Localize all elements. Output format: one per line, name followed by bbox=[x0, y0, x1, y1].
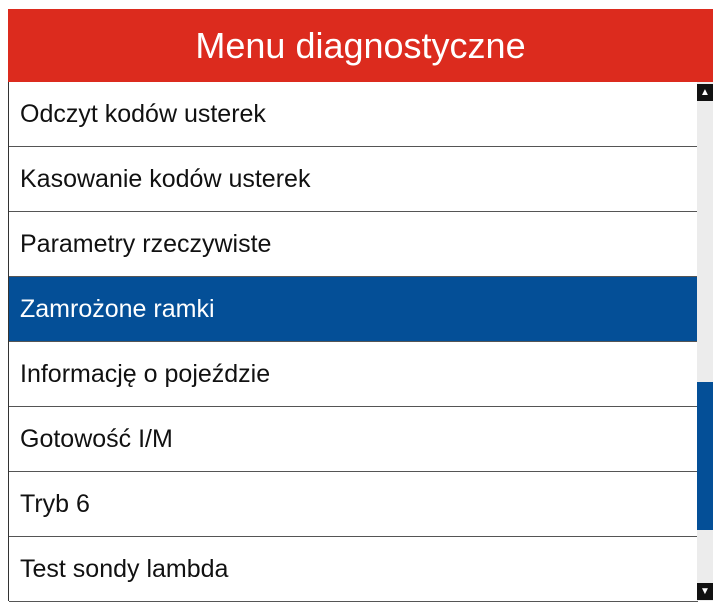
menu-item-clear-codes[interactable]: Kasowanie kodów usterek bbox=[9, 147, 698, 212]
menu-item-mode-6[interactable]: Tryb 6 bbox=[9, 472, 698, 537]
menu-item-read-codes[interactable]: Odczyt kodów usterek bbox=[9, 82, 698, 147]
menu-item-freeze-frame[interactable]: Zamrożone ramki bbox=[9, 277, 698, 342]
menu-item-vehicle-info[interactable]: Informację o pojeździe bbox=[9, 342, 698, 407]
scroll-up-icon[interactable]: ▲ bbox=[697, 84, 713, 101]
menu-list: Odczyt kodów usterek Kasowanie kodów ust… bbox=[8, 82, 698, 602]
menu-item-live-data[interactable]: Parametry rzeczywiste bbox=[9, 212, 698, 277]
scrollbar[interactable]: ▲ ▼ bbox=[697, 82, 713, 601]
menu-item-im-readiness[interactable]: Gotowość I/M bbox=[9, 407, 698, 472]
header: Menu diagnostyczne bbox=[8, 9, 713, 82]
scrollbar-thumb[interactable] bbox=[697, 382, 713, 530]
scroll-down-icon[interactable]: ▼ bbox=[697, 583, 713, 600]
page-title: Menu diagnostyczne bbox=[195, 24, 526, 66]
menu-item-o2-sensor-test[interactable]: Test sondy lambda bbox=[9, 537, 698, 602]
